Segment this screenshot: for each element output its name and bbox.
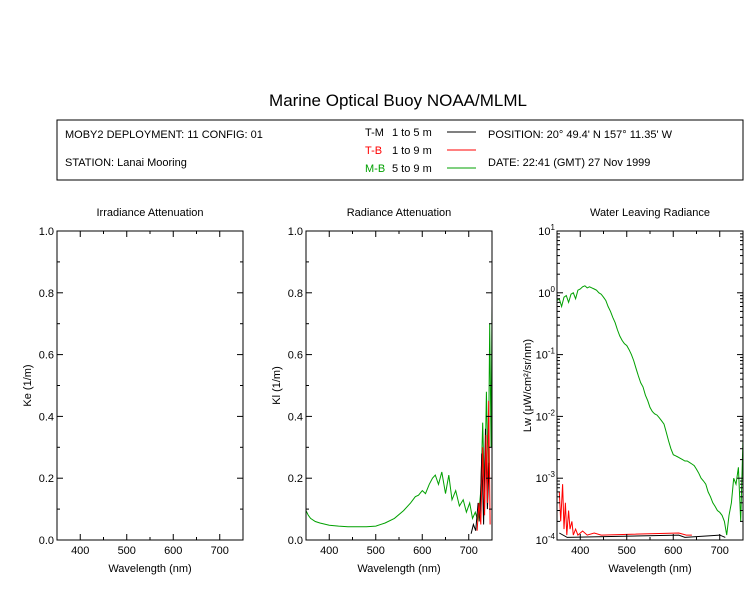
series-t-b-line (558, 484, 692, 536)
series-m-b-line (557, 285, 743, 536)
panel-water-leaving-radiance-series-group (557, 285, 743, 538)
x-tick-label-500: 500 (118, 545, 136, 557)
y-tick-label-0.0: 0.0 (39, 535, 54, 547)
panel-radiance-attenuation-title: Radiance Attenuation (347, 207, 452, 219)
panel-irradiance-attenuation-ylabel: Ke (1/m) (22, 364, 34, 406)
panel-radiance-attenuation-frame (305, 230, 493, 541)
info-box-frame (56, 119, 744, 181)
x-tick-label-700: 700 (460, 545, 478, 557)
main-title: Marine Optical Buoy NOAA/MLML (269, 91, 527, 110)
y-tick-label-0.8: 0.8 (39, 288, 54, 300)
y-tick-label-1.0: 1.0 (39, 226, 54, 238)
x-tick-label-400: 400 (571, 545, 589, 557)
position-text: POSITION: 20° 49.4' N 157° 11.35' W (488, 129, 673, 141)
series-t-b-line (476, 400, 491, 531)
y-tick-label-1e1: 101 (538, 223, 555, 238)
panel-water-leaving-radiance-title: Water Leaving Radiance (590, 207, 710, 219)
x-tick-label-500: 500 (618, 545, 636, 557)
x-tick-label-600: 600 (664, 545, 682, 557)
y-tick-label-0.2: 0.2 (39, 473, 54, 485)
y-tick-label-0.0: 0.0 (288, 535, 303, 547)
x-tick-label-700: 700 (211, 545, 229, 557)
x-tick-label-600: 600 (164, 545, 182, 557)
panel-radiance-attenuation-series-group (306, 305, 492, 534)
chart-panels: Irradiance Attenuation 400 500 600 700 0.0 0.2… (22, 207, 744, 575)
panel-irradiance-attenuation-title: Irradiance Attenuation (96, 207, 203, 219)
y-tick-label-0.6: 0.6 (288, 350, 303, 362)
legend-range-mb: 5 to 9 m (392, 163, 432, 175)
y-tick-label-1e-1: 10-1 (536, 347, 556, 362)
x-tick-label-700: 700 (711, 545, 729, 557)
y-tick-label-0.4: 0.4 (39, 411, 54, 423)
y-tick-label-1.0: 1.0 (288, 226, 303, 238)
panel-irradiance-attenuation-frame (56, 230, 244, 541)
deployment-text: MOBY2 DEPLOYMENT: 11 CONFIG: 01 (65, 129, 263, 141)
legend-range-tb: 1 to 9 m (392, 145, 432, 157)
panel-radiance-attenuation: Radiance Attenuation 400 500 600 700 0.0 0.2 0.… (271, 207, 493, 575)
info-box: MOBY2 DEPLOYMENT: 11 CONFIG: 01 STATION:… (56, 119, 744, 181)
panel-irradiance-attenuation: Irradiance Attenuation 400 500 600 700 0.0 0.2… (22, 207, 244, 575)
panel-radiance-attenuation-ylabel: Kl (1/m) (271, 366, 283, 405)
x-tick-label-600: 600 (413, 545, 431, 557)
station-text: STATION: Lanai Mooring (65, 157, 187, 169)
y-tick-label-1e0: 100 (538, 285, 555, 300)
y-tick-label-1e-3: 10-3 (536, 470, 556, 485)
panel-radiance-attenuation-xlabel: Wavelength (nm) (357, 563, 440, 575)
legend-range-tm: 1 to 5 m (392, 127, 432, 139)
y-tick-label-1e-2: 10-2 (536, 408, 556, 423)
panel-water-leaving-radiance-ylabel: Lw (μW/cm²/sr/nm) (522, 339, 534, 432)
date-text: DATE: 22:41 (GMT) 27 Nov 1999 (488, 157, 650, 169)
x-tick-label-400: 400 (320, 545, 338, 557)
series-t-m-line (559, 532, 726, 538)
legend-label-tb: T-B (365, 145, 382, 157)
y-tick-label-0.8: 0.8 (288, 288, 303, 300)
panel-water-leaving-radiance-frame (556, 230, 744, 541)
legend-label-tm: T-M (365, 127, 384, 139)
y-tick-label-0.4: 0.4 (288, 411, 303, 423)
panel-water-leaving-radiance-xlabel: Wavelength (nm) (608, 563, 691, 575)
y-tick-label-0.6: 0.6 (39, 350, 54, 362)
x-tick-label-500: 500 (367, 545, 385, 557)
legend: T-M 1 to 5 m T-B 1 to 9 m M-B 5 to 9 m (365, 127, 476, 175)
y-tick-label-0.2: 0.2 (288, 473, 303, 485)
x-tick-label-400: 400 (71, 545, 89, 557)
panel-water-leaving-radiance: Water Leaving Radiance 400 500 600 700 10-4 10… (522, 207, 744, 575)
panel-irradiance-attenuation-xlabel: Wavelength (nm) (108, 563, 191, 575)
series-m-b-line (306, 305, 492, 528)
legend-label-mb: M-B (365, 163, 385, 175)
y-tick-label-1e-4: 10-4 (536, 532, 556, 547)
